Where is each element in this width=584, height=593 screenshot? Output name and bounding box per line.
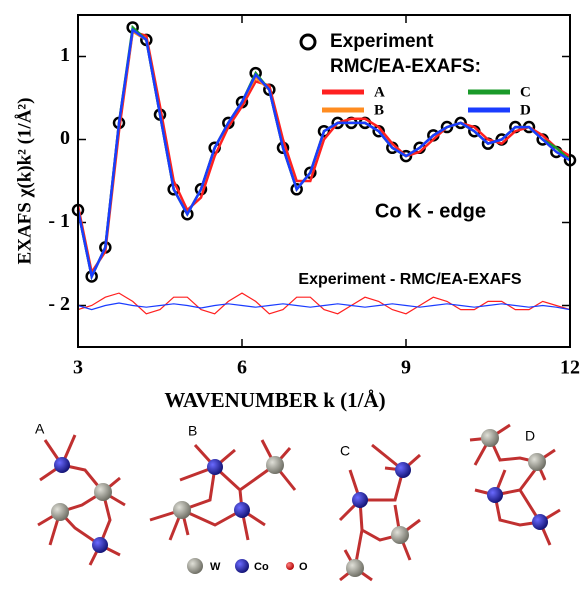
fit-line [78, 30, 570, 277]
y-tick-label: - 1 [48, 210, 70, 232]
legend-marker [301, 35, 315, 49]
legend-atom [235, 559, 249, 573]
atom [528, 453, 546, 471]
atom [51, 503, 69, 521]
structures: A B C D W Co O [35, 421, 560, 580]
annotation: Experiment - RMC/EA-EXAFS [298, 271, 521, 288]
atom [391, 526, 409, 544]
atom [487, 487, 503, 503]
structure-label: B [188, 423, 197, 439]
legend-label: W [210, 561, 221, 573]
x-axis-label: WAVENUMBER k (1/Å) [164, 388, 385, 412]
y-axis-label: EXAFS χ(k)k² (1/Å²) [14, 98, 35, 265]
legend-label: Experiment [330, 31, 434, 52]
chart: WAVENUMBER k (1/Å) EXAFS χ(k)k² (1/Å²) C… [0, 0, 584, 593]
legend-label: B [374, 102, 384, 118]
structure-label: C [340, 443, 350, 459]
bond [150, 440, 295, 540]
y-tick-label: 1 [60, 44, 70, 66]
atom [352, 492, 368, 508]
structure-label: D [525, 428, 535, 444]
legend-label: O [299, 561, 308, 573]
atom [234, 502, 250, 518]
atom [173, 501, 191, 519]
y-tick-label: 0 [60, 127, 70, 149]
atom [266, 456, 284, 474]
atom [92, 537, 108, 553]
x-tick-label: 6 [237, 357, 247, 379]
residual-line [78, 303, 570, 310]
plot: 3 6 9 12 - 2 - 1 0 1 [48, 15, 580, 379]
x-tick-label: 3 [73, 357, 83, 379]
atom [94, 483, 112, 501]
structure-label: A [35, 421, 45, 437]
annotation: Co K - edge [375, 200, 486, 222]
legend-atom [286, 562, 294, 570]
bond [38, 435, 125, 565]
atom [207, 459, 223, 475]
residual-line [78, 293, 570, 314]
atom [346, 559, 364, 577]
legend-atom [187, 558, 203, 574]
atom [481, 429, 499, 447]
page: {"chart_data": {"type": "line", "x_label… [0, 0, 584, 593]
atom [532, 514, 548, 530]
legend-label: A [374, 84, 385, 100]
x-tick-label: 9 [401, 357, 411, 379]
x-tick-label: 12 [560, 357, 580, 379]
legend-label: D [520, 102, 531, 118]
atom [395, 462, 411, 478]
y-tick-label: - 2 [48, 293, 70, 315]
legend-label: C [520, 84, 531, 100]
legend-title: RMC/EA-EXAFS: [330, 56, 481, 77]
legend-label: Co [254, 561, 269, 573]
atom [54, 457, 70, 473]
